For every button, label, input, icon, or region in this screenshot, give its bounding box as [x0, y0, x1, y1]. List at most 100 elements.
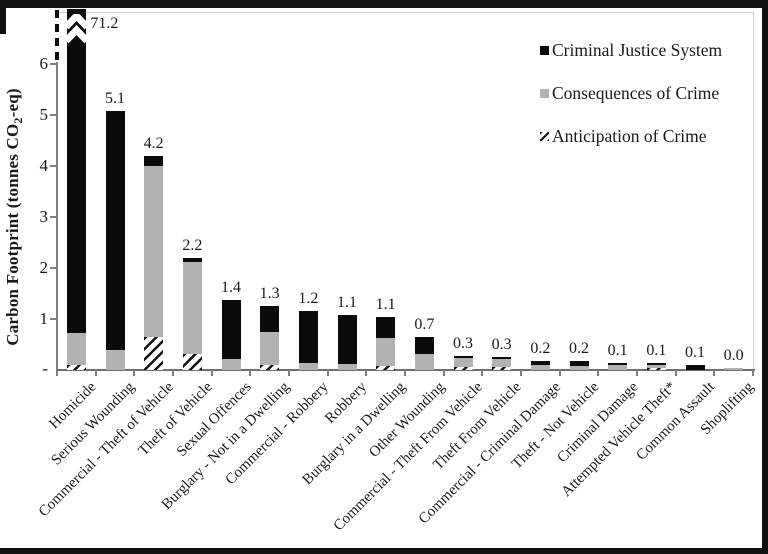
x-tick-mark: [674, 370, 677, 376]
y-tick-label: 2: [39, 258, 49, 277]
x-tick-mark: [597, 370, 600, 376]
bar-segment-consequences: [105, 349, 125, 370]
bar-segment-cjs: [105, 111, 125, 350]
bar-segment-anticipation: [144, 336, 164, 370]
bar-segment-anticipation: [646, 367, 666, 370]
x-tick-mark: [288, 370, 290, 376]
legend-label: Consequences of Crime: [552, 82, 720, 103]
bar-value-label: 1.1: [337, 293, 357, 311]
y-tick-mark: [50, 318, 56, 320]
bar-segment-consequences: [66, 332, 86, 365]
x-tick-mark: [481, 370, 484, 376]
bar-value-label: 0.2: [569, 340, 589, 358]
bar-segment-cjs: [530, 360, 550, 365]
plot-frame-right: [753, 12, 754, 370]
bar-segment-consequences: [260, 331, 280, 365]
bar-value-label: 1.1: [375, 296, 396, 314]
bar-value-label: 0.7: [414, 315, 435, 333]
bar-segment-cjs: [685, 364, 705, 370]
scan-border-left-corner: [0, 0, 6, 34]
bar-value-label: 5.1: [105, 90, 125, 108]
x-tick-mark: [249, 370, 252, 376]
legend-swatch-hatch-icon: [540, 131, 549, 141]
bar-segment-consequences: [182, 261, 202, 354]
x-tick-mark: [520, 370, 522, 376]
y-tick-label: 1: [39, 309, 49, 328]
y-tick-mark: [50, 165, 56, 167]
bar-value-label: 0.3: [491, 336, 512, 354]
bar-segment-consequences: [453, 357, 473, 368]
bar-value-label: 2.2: [182, 236, 203, 254]
y-zero-label: -: [42, 359, 48, 378]
bar-segment-cjs: [221, 300, 241, 359]
y-tick-mark: [50, 267, 56, 269]
y-axis-break: [55, 10, 59, 60]
x-tick-mark: [558, 370, 561, 376]
y-tick-label: 4: [39, 156, 49, 175]
bar-value-label: 1.2: [298, 289, 319, 307]
bar-segment-cjs: [337, 314, 357, 364]
bar-segment-cjs: [414, 336, 434, 355]
x-tick-mark: [713, 370, 716, 376]
bar-segment-consequences: [337, 363, 357, 370]
y-tick-label: 5: [39, 105, 49, 124]
bar-segment-anticipation: [453, 367, 473, 370]
x-tick-mark: [442, 370, 445, 376]
bar-segment-consequences: [414, 354, 434, 370]
y-tick-mark: [50, 63, 56, 65]
y-tick-label: 6: [39, 54, 49, 73]
bar-segment-consequences: [376, 337, 396, 367]
scan-border-right: [762, 0, 768, 554]
bar-segment-anticipation: [182, 353, 202, 370]
bar-segment-consequences: [530, 364, 550, 370]
x-tick-mark: [172, 370, 174, 376]
bar-segment-consequences: [724, 367, 744, 370]
y-tick-mark: [50, 216, 56, 218]
legend-swatch-black-icon: [540, 45, 549, 55]
bar-segment-anticipation: [376, 366, 396, 370]
bar-value-label: 0.0: [723, 346, 744, 364]
bar-value-label: 71.2: [90, 15, 119, 32]
legend: Criminal Justice System Consequences of C…: [540, 39, 723, 170]
bar-value-label: 0.1: [646, 341, 667, 359]
bar-segment-cjs: [646, 362, 666, 365]
scan-border-bottom: [0, 548, 768, 554]
bar-value-label: 1.4: [221, 279, 241, 297]
bar-segment-cjs: [608, 363, 628, 366]
bar-segment-cjs: [492, 357, 512, 360]
bar-segment-anticipation: [260, 364, 280, 370]
x-tick-mark: [326, 370, 329, 376]
bar-value-label: 0.1: [607, 342, 628, 360]
x-tick-mark: [636, 370, 638, 376]
bar-segment-cjs: [376, 317, 396, 338]
bar-segment-cjs: [144, 155, 164, 166]
x-tick-mark: [404, 370, 406, 376]
scan-border-top: [0, 0, 768, 8]
bar-segment-cjs: [569, 361, 589, 367]
bar-segment-anticipation: [492, 367, 512, 370]
bar-value-label: 0.1: [685, 343, 705, 361]
bar-segment-cjs: [182, 257, 202, 262]
bar-segment-consequences: [608, 365, 628, 370]
x-tick-mark: [210, 370, 213, 376]
legend-swatch-gray-icon: [540, 88, 549, 98]
bar-segment-cjs: [453, 355, 473, 358]
bar-value-label: 1.3: [259, 284, 280, 302]
bar-segment-consequences: [646, 364, 666, 368]
bar-segment-anticipation: [66, 364, 86, 370]
bar-segment-cjs: [298, 310, 318, 363]
legend-label: Anticipation of Crime: [552, 125, 707, 146]
y-axis-line: [56, 62, 58, 372]
y-tick-mark: [50, 114, 56, 116]
legend-label: Criminal Justice System: [552, 39, 723, 60]
bar-value-label: 0.2: [530, 339, 551, 357]
y-tick-label: 3: [39, 207, 49, 226]
axis-break-chevrons-icon: [66, 14, 86, 44]
bar-segment-consequences: [144, 166, 164, 337]
bar-segment-consequences: [221, 358, 241, 370]
legend-entry: Criminal Justice System: [540, 39, 723, 60]
bar-segment-cjs: [260, 305, 280, 332]
bar-segment-cjs: [66, 9, 86, 333]
